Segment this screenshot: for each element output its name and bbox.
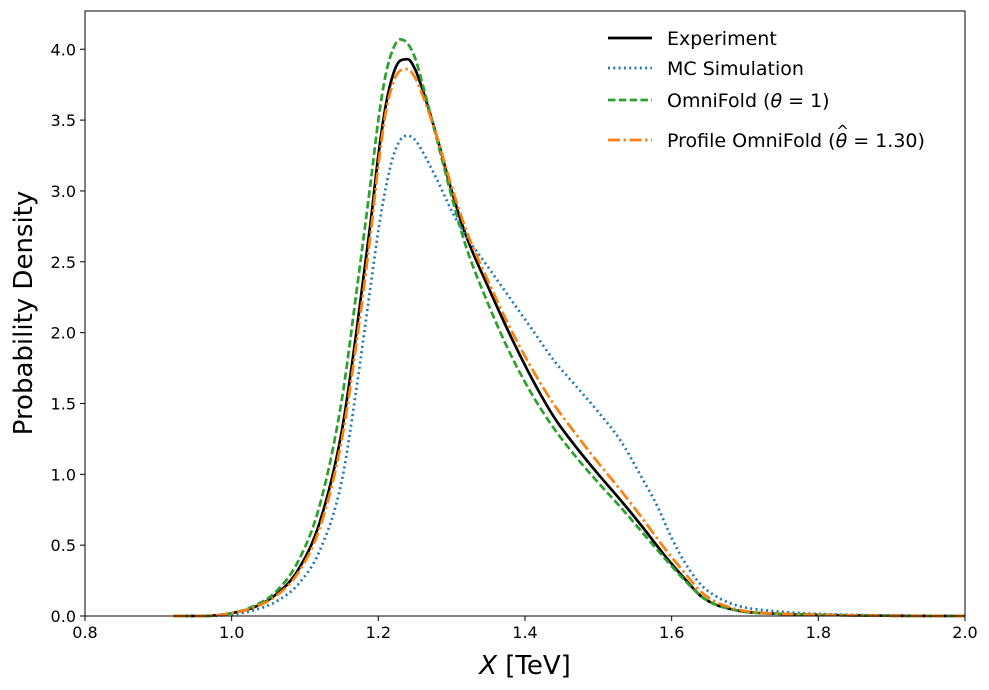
y-tick-label: 3.5	[51, 111, 76, 130]
legend-label-2: OmniFold (θ = 1)	[667, 90, 830, 112]
y-tick-label: 4.0	[51, 40, 76, 59]
theta-hat-mark: ^	[836, 122, 849, 140]
legend-label-0: Experiment	[667, 28, 777, 50]
y-tick-label: 2.0	[51, 324, 76, 343]
series-line-1	[172, 134, 966, 618]
y-tick-label: 2.5	[51, 253, 76, 272]
y-tick-label: 0.0	[51, 607, 76, 626]
y-tick-label: 1.0	[51, 465, 76, 484]
x-tick-label: 2.0	[952, 623, 977, 642]
theta-symbol: θ	[770, 90, 782, 112]
x-axis-label: X [TeV]	[477, 651, 571, 681]
y-tick-label: 3.0	[51, 182, 76, 201]
axes: 0.8 1.0 1.2 1.4 1.6 1.8 2.0 0.0 0.5 1.0 1.5 2.0 2.5 3…	[51, 10, 978, 642]
x-tick-label: 1.2	[366, 623, 391, 642]
y-tick-label: 1.5	[51, 394, 76, 413]
legend-label-1: MC Simulation	[667, 58, 804, 80]
x-tick-label: 1.0	[219, 623, 244, 642]
x-tick-label: 1.4	[512, 623, 537, 642]
plot-lines	[172, 37, 966, 618]
x-tick-label: 1.6	[659, 623, 684, 642]
x-tick-label: 0.8	[72, 623, 97, 642]
legend-label-3: Profile OmniFold (θ = 1.30)	[667, 130, 925, 152]
series-line-2	[172, 37, 966, 618]
theta-symbol: θ	[836, 130, 848, 152]
series-line-3	[172, 67, 966, 618]
legend: Experiment MC Simulation OmniFold (θ = 1) P…	[608, 28, 925, 152]
y-axis-label: Probability Density	[9, 191, 39, 436]
y-tick-label: 0.5	[51, 536, 76, 555]
x-tick-label: 1.8	[806, 623, 831, 642]
plot-frame	[84, 10, 966, 617]
